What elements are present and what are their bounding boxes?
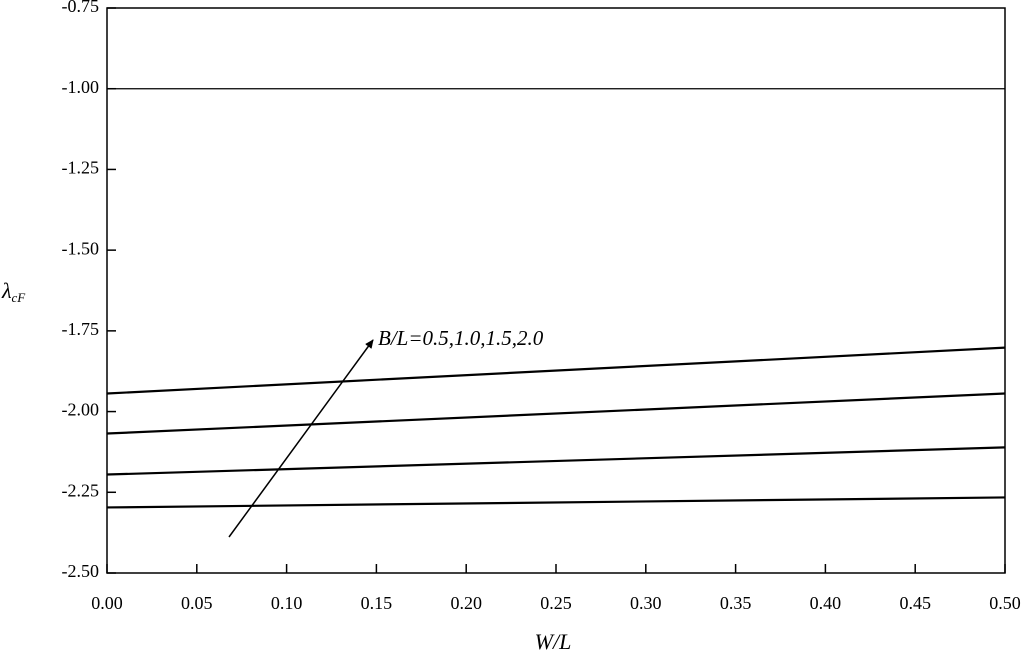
y-axis-label-sub: cF bbox=[12, 290, 27, 305]
x-tick-label: 0.05 bbox=[181, 593, 213, 613]
y-tick-label: -2.25 bbox=[62, 480, 100, 500]
x-tick-label: 0.15 bbox=[361, 593, 393, 613]
y-tick-label: -1.00 bbox=[62, 77, 100, 97]
y-tick-label: -1.25 bbox=[62, 158, 100, 178]
y-axis-label-main: λ bbox=[1, 278, 12, 303]
x-tick-label: 0.30 bbox=[630, 593, 662, 613]
x-tick-label: 0.35 bbox=[720, 593, 752, 613]
x-tick-label: 0.00 bbox=[91, 593, 123, 613]
x-tick-label: 0.50 bbox=[989, 593, 1021, 613]
x-tick-label: 0.20 bbox=[450, 593, 482, 613]
y-tick-label: -2.50 bbox=[62, 561, 100, 581]
series-line bbox=[106, 392, 1006, 435]
series-line bbox=[106, 496, 1006, 509]
x-tick-label: 0.10 bbox=[271, 593, 303, 613]
y-tick-label: -1.75 bbox=[62, 319, 100, 339]
y-axis-label: λcF bbox=[1, 278, 26, 305]
y-tick-label: -0.75 bbox=[62, 0, 100, 16]
y-tick-label: -1.50 bbox=[62, 238, 100, 258]
annotation-arrow bbox=[228, 339, 374, 538]
plot-frame bbox=[106, 7, 1006, 574]
x-tick-label: 0.45 bbox=[899, 593, 931, 613]
x-axis-label: W/L bbox=[535, 629, 572, 654]
series-line bbox=[106, 346, 1006, 395]
x-tick-label: 0.40 bbox=[810, 593, 842, 613]
series-line bbox=[106, 446, 1006, 476]
x-tick-label: 0.25 bbox=[540, 593, 572, 613]
annotation: B/L=0.5,1.0,1.5,2.0 bbox=[378, 326, 544, 350]
y-tick-label: -2.00 bbox=[62, 400, 100, 420]
